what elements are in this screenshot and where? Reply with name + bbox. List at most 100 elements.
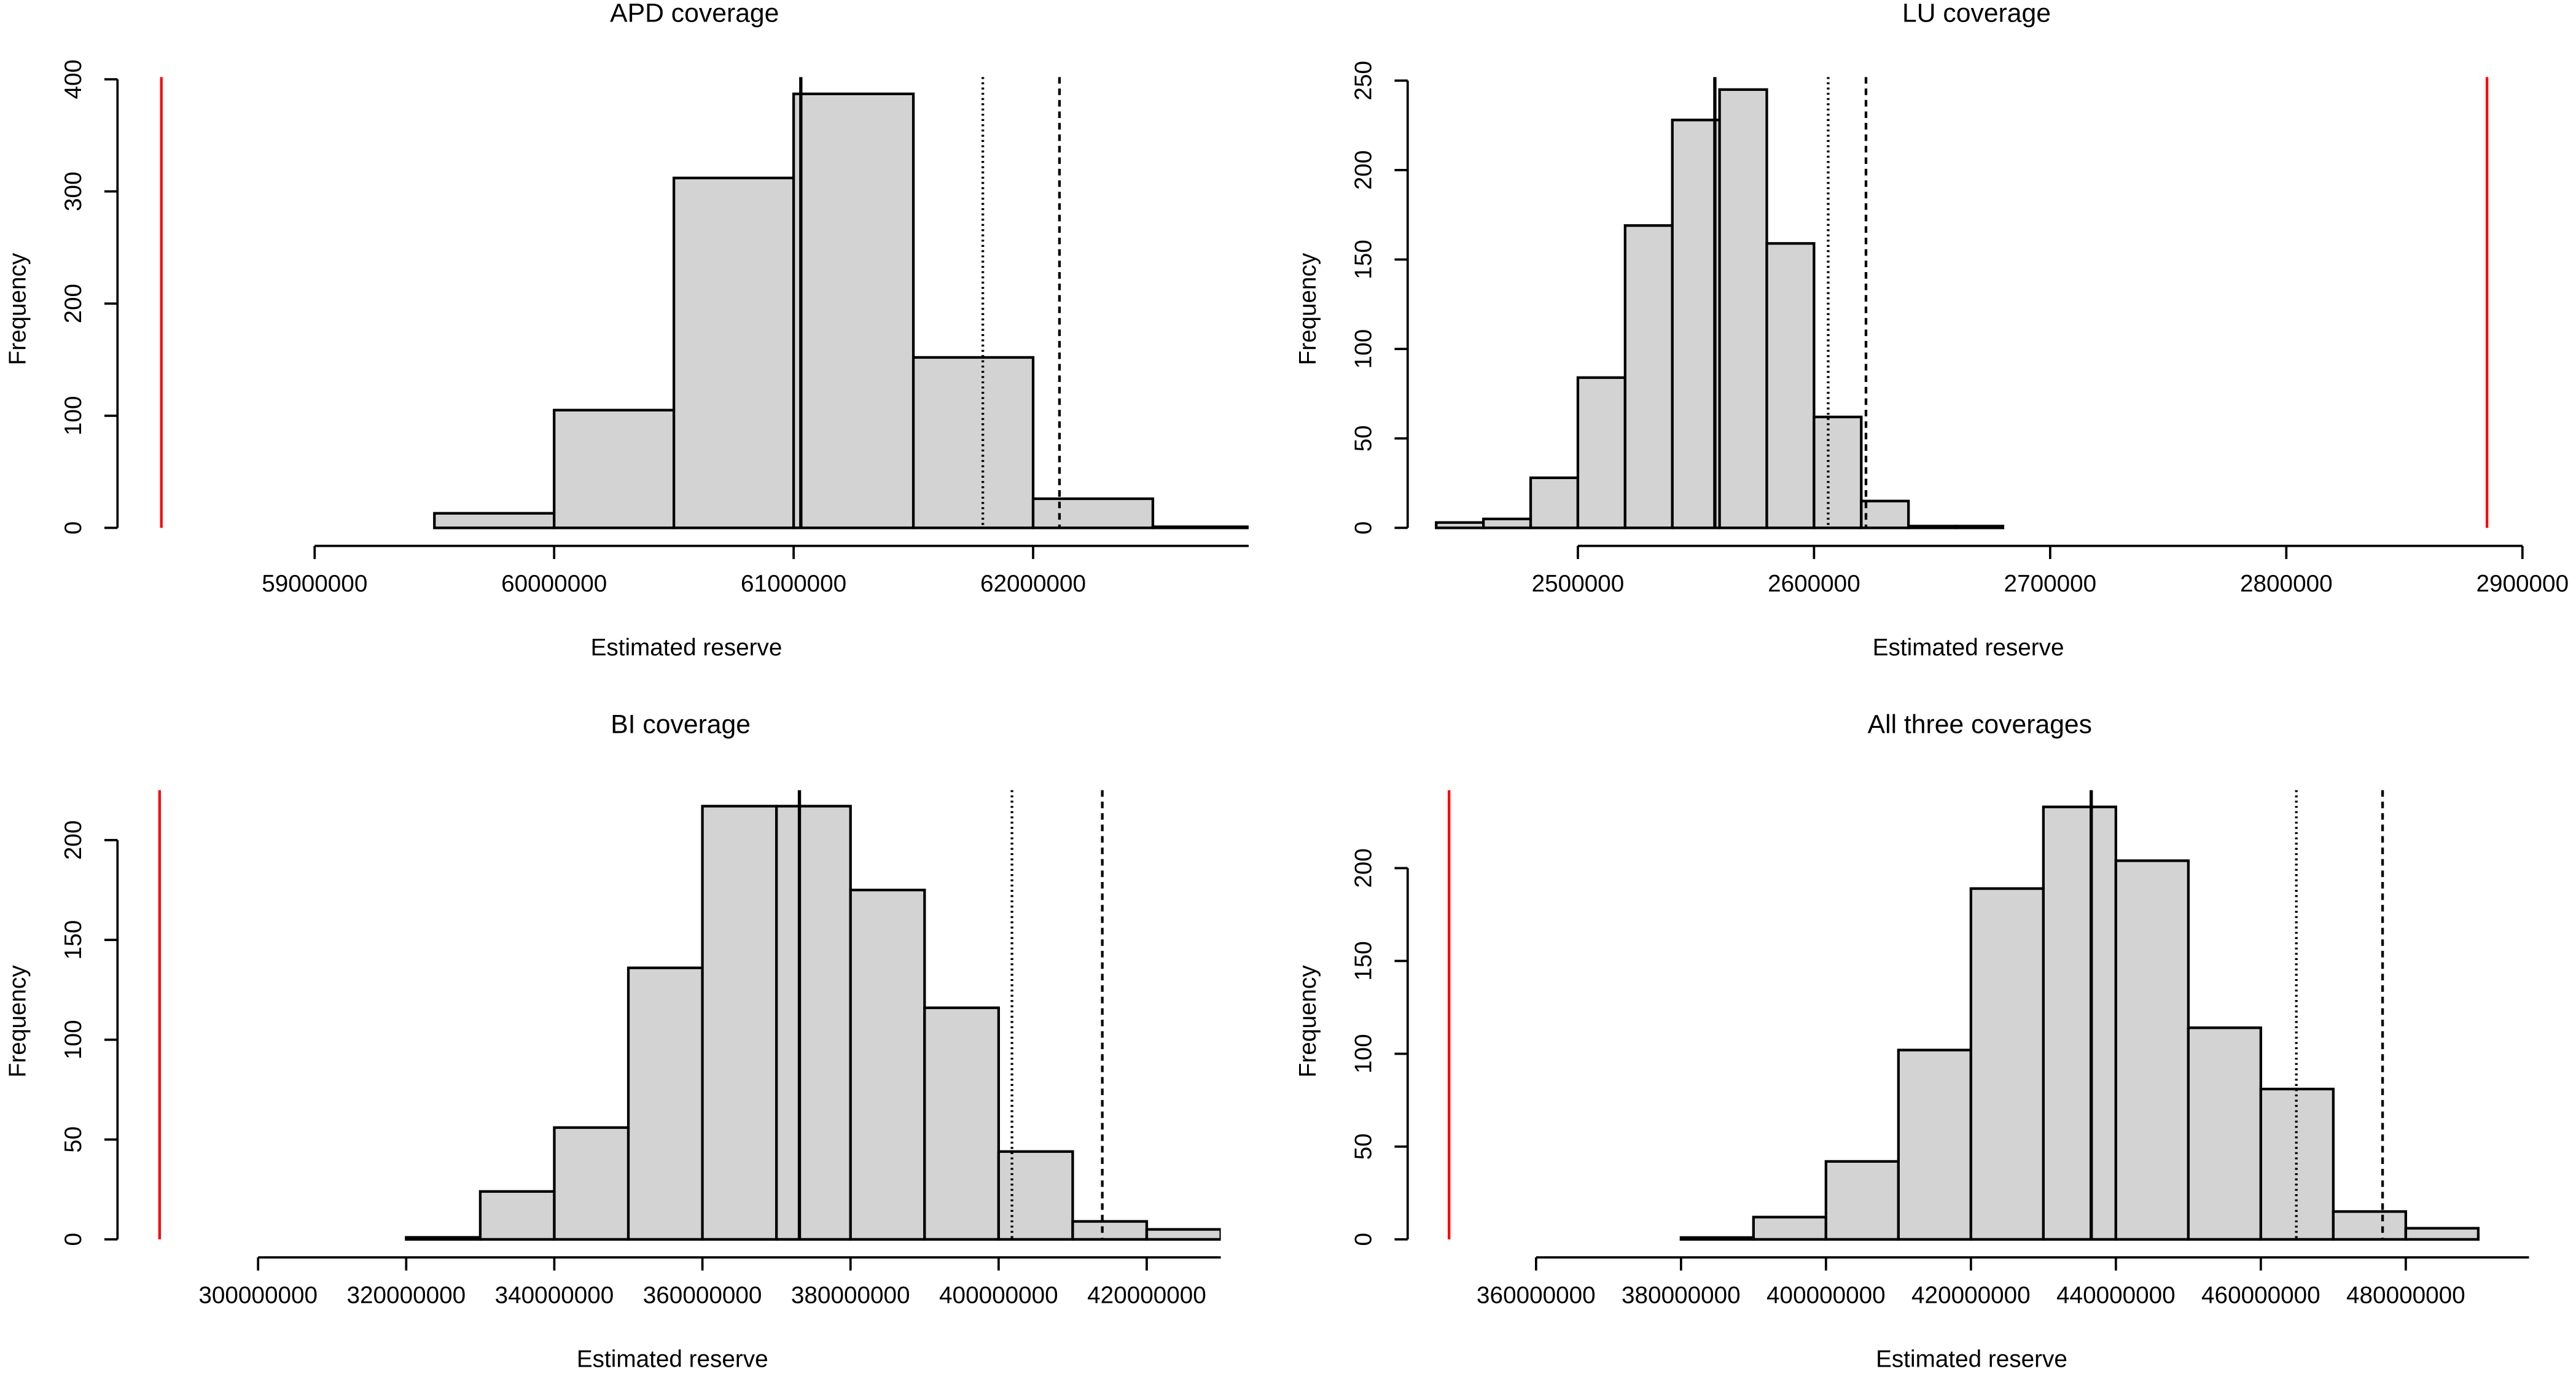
x-tick-label: 400000000 — [939, 1282, 1058, 1308]
panel: 0 50 100 150 200 300000000 320000000 340000000 3… — [4, 710, 1221, 1373]
bar — [792, 92, 915, 529]
x-tick-label: 420000000 — [1087, 1282, 1206, 1308]
x-tick-label: 480000000 — [2346, 1282, 2465, 1308]
y-tick-label: 0 — [1351, 521, 1377, 535]
bar — [1071, 1220, 1149, 1241]
bar — [626, 966, 704, 1241]
chart-title: BI coverage — [611, 710, 751, 740]
y-tick-label: 100 — [1351, 1034, 1377, 1074]
bar — [553, 408, 676, 529]
y-tick-label: 50 — [60, 1126, 87, 1153]
bar — [923, 1006, 1001, 1241]
y-tick-label: 50 — [1351, 425, 1377, 451]
y-tick-label: 200 — [1351, 150, 1377, 190]
bar — [1623, 224, 1674, 529]
bar — [673, 176, 795, 529]
bar — [911, 356, 1035, 529]
y-axis-label: Frequency — [4, 965, 31, 1077]
bar — [1529, 476, 1580, 529]
bar — [1954, 525, 2005, 529]
y-tick-label: 150 — [1351, 941, 1377, 981]
y-axis-label: Frequency — [4, 252, 31, 365]
panel: 0 50 100 150 200 360000000 380000000 400000000 4… — [1295, 710, 2529, 1373]
bar — [1813, 415, 1863, 529]
bar — [1671, 119, 1721, 529]
bar — [1145, 1228, 1221, 1241]
x-tick-label: 61000000 — [741, 571, 846, 597]
x-tick-label: 2800000 — [2240, 571, 2333, 597]
y-tick-label: 150 — [60, 920, 87, 960]
bar — [1765, 242, 1816, 529]
x-tick-label: 320000000 — [347, 1282, 466, 1308]
bar — [2404, 1227, 2480, 1241]
x-tick-label: 340000000 — [495, 1282, 614, 1308]
bar — [997, 1150, 1074, 1241]
bar — [1576, 376, 1626, 529]
x-tick-label: 2700000 — [2004, 571, 2097, 597]
bar — [1752, 1216, 1828, 1241]
x-tick-label: 59000000 — [262, 571, 367, 597]
x-tick-label: 440000000 — [2056, 1282, 2176, 1308]
panel: 0 50 100 150 200 250 2500000 2600000 2700000 2800… — [1295, 0, 2569, 661]
bar — [2332, 1210, 2407, 1241]
bars — [1435, 88, 2005, 529]
y-tick-label: 200 — [60, 820, 87, 860]
x-tick-label: 380000000 — [1622, 1282, 1741, 1308]
bars — [1679, 805, 2480, 1241]
y-tick-label: 250 — [1351, 61, 1377, 101]
panel: 0 100 200 300 400 59000000 60000000 61000000 620… — [4, 0, 1249, 661]
bar — [1907, 525, 1957, 529]
y-tick-label: 50 — [1351, 1133, 1377, 1160]
y-tick-label: 100 — [1351, 329, 1377, 369]
x-axis-label: Estimated reserve — [1873, 634, 2064, 661]
bar — [2114, 859, 2190, 1241]
bar — [1860, 499, 1910, 529]
x-axis-label: Estimated reserve — [591, 634, 783, 661]
bar — [701, 805, 778, 1241]
bar — [405, 1236, 482, 1241]
x-tick-label: 460000000 — [2201, 1282, 2320, 1308]
x-axis-label: Estimated reserve — [577, 1346, 768, 1373]
bar — [433, 512, 556, 529]
chart-title: All three coverages — [1868, 710, 2092, 740]
bar — [1435, 521, 1485, 529]
y-tick-label: 0 — [1351, 1233, 1377, 1246]
y-tick-label: 0 — [60, 1233, 87, 1246]
x-axis-label: Estimated reserve — [1876, 1346, 2067, 1373]
y-axis-label: Frequency — [1295, 252, 1321, 365]
y-tick-label: 100 — [60, 1020, 87, 1060]
y-tick-label: 400 — [60, 60, 87, 100]
bar — [849, 888, 926, 1241]
bar — [2187, 1026, 2262, 1241]
bar — [1824, 1160, 1900, 1241]
y-tick-label: 200 — [1351, 848, 1377, 888]
y-axis-label: Frequency — [1295, 965, 1321, 1077]
bar — [1969, 887, 2045, 1241]
bar — [478, 1190, 556, 1241]
x-tick-label: 400000000 — [1766, 1282, 1886, 1308]
bar — [1151, 525, 1249, 529]
bar — [775, 805, 852, 1241]
y-tick-label: 150 — [1351, 240, 1377, 279]
x-tick-label: 420000000 — [1911, 1282, 2031, 1308]
chart-title: LU coverage — [1902, 0, 2051, 28]
y-tick-label: 0 — [60, 521, 87, 535]
chart-title: APD coverage — [610, 0, 779, 28]
x-tick-label: 300000000 — [198, 1282, 318, 1308]
bar — [553, 1126, 630, 1241]
x-tick-label: 2500000 — [1532, 571, 1625, 597]
x-tick-label: 380000000 — [791, 1282, 910, 1308]
y-tick-label: 100 — [60, 396, 87, 436]
x-tick-label: 60000000 — [501, 571, 607, 597]
bar — [2042, 805, 2117, 1241]
bar — [1679, 1236, 1755, 1241]
y-tick-label: 300 — [60, 171, 87, 211]
x-tick-label: 62000000 — [980, 571, 1086, 597]
x-tick-label: 360000000 — [1477, 1282, 1596, 1308]
x-tick-label: 2600000 — [1768, 571, 1860, 597]
bar — [1031, 497, 1155, 529]
y-tick-label: 200 — [60, 284, 87, 324]
bars — [433, 92, 1249, 529]
